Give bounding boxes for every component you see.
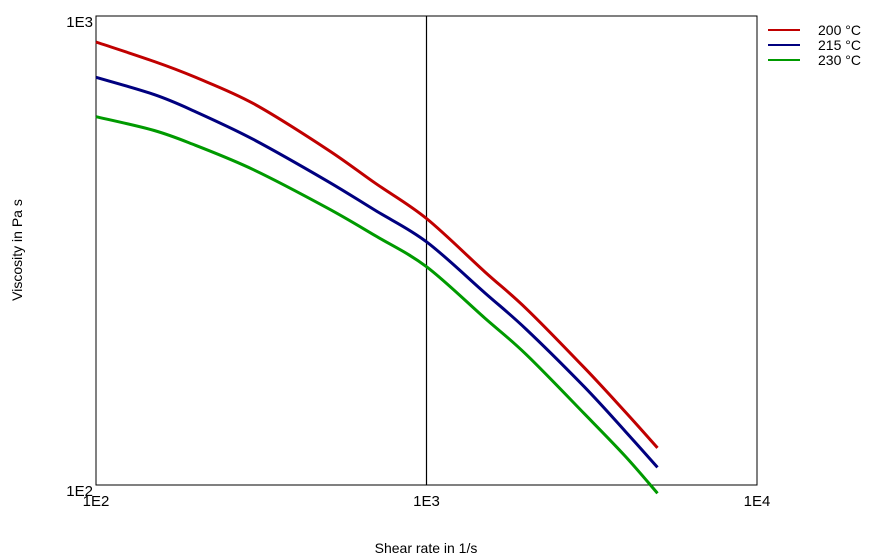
x-axis-label: Shear rate in 1/s <box>375 540 478 556</box>
y-axis-label: Viscosity in Pa s <box>9 199 25 301</box>
series-line-2 <box>95 75 659 469</box>
x-tick-label-3: 1E4 <box>744 493 771 510</box>
y-axis-ticks: 1E2 1E3 <box>66 14 93 500</box>
series-group <box>95 40 659 495</box>
y-tick-label-2: 1E3 <box>66 14 93 31</box>
legend-label-2: 215 °C <box>818 37 861 53</box>
x-axis-ticks: 1E2 1E3 1E4 <box>83 493 771 510</box>
x-tick-label-2: 1E3 <box>413 493 440 510</box>
series-line-3 <box>95 115 659 495</box>
y-tick-label-1: 1E2 <box>66 483 93 500</box>
legend-label-3: 230 °C <box>818 52 861 68</box>
legend-label-1: 200 °C <box>818 22 861 38</box>
x-tick-label-1: 1E2 <box>83 493 110 510</box>
series-line-1 <box>95 40 659 449</box>
